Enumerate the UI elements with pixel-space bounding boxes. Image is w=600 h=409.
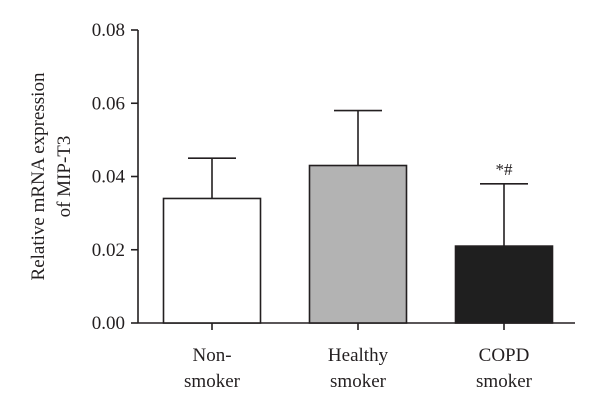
x-category-label: smoker [476, 371, 533, 392]
y-axis-title: Relative mRNA expression of MIP-T3 [28, 72, 75, 280]
y-axis-title-line: Relative mRNA expression [28, 72, 49, 280]
bar [308, 164, 408, 324]
x-category-label: smoker [184, 371, 241, 392]
y-axis-title-line: of MIP-T3 [54, 136, 75, 218]
y-tick-label: 0.04 [92, 167, 126, 188]
y-tick-label: 0.00 [92, 313, 125, 334]
bar [454, 245, 554, 324]
x-category-label: smoker [330, 371, 387, 392]
y-tick-label: 0.08 [92, 20, 125, 41]
x-category-label: Healthy [328, 345, 389, 366]
bar [162, 197, 262, 324]
y-tick-label: 0.06 [92, 93, 125, 114]
x-category-label: Non- [192, 345, 231, 366]
significance-annotation: *# [496, 160, 514, 179]
x-category-label: COPD [479, 345, 530, 366]
y-tick-label: 0.02 [92, 240, 125, 261]
